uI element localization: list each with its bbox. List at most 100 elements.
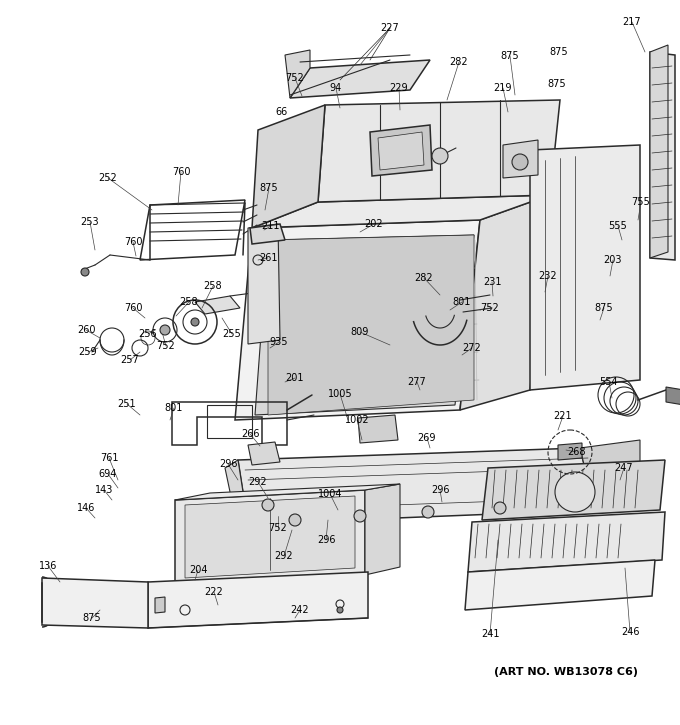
Text: 66: 66 bbox=[275, 107, 287, 117]
Text: 201: 201 bbox=[286, 373, 304, 383]
Polygon shape bbox=[666, 387, 680, 405]
Polygon shape bbox=[195, 296, 240, 314]
Circle shape bbox=[432, 148, 448, 164]
Text: 809: 809 bbox=[351, 327, 369, 337]
Text: 256: 256 bbox=[139, 329, 157, 339]
Text: 232: 232 bbox=[539, 271, 558, 281]
Circle shape bbox=[512, 154, 528, 170]
Polygon shape bbox=[248, 442, 280, 465]
Text: 292: 292 bbox=[249, 477, 267, 487]
Circle shape bbox=[191, 318, 199, 326]
Text: 247: 247 bbox=[615, 463, 633, 473]
Polygon shape bbox=[468, 512, 665, 572]
Text: 143: 143 bbox=[95, 485, 113, 495]
Polygon shape bbox=[650, 45, 668, 258]
Polygon shape bbox=[252, 105, 325, 228]
Text: 246: 246 bbox=[621, 627, 639, 637]
Text: 801: 801 bbox=[453, 297, 471, 307]
Text: 94: 94 bbox=[330, 83, 342, 93]
Circle shape bbox=[422, 506, 434, 518]
Text: 875: 875 bbox=[547, 79, 566, 89]
Text: 752: 752 bbox=[269, 523, 288, 533]
Text: 1004: 1004 bbox=[318, 489, 342, 499]
Text: 268: 268 bbox=[566, 447, 585, 457]
Polygon shape bbox=[358, 415, 398, 443]
Polygon shape bbox=[225, 460, 248, 530]
Polygon shape bbox=[42, 578, 148, 628]
Text: 217: 217 bbox=[623, 17, 641, 27]
Polygon shape bbox=[268, 235, 474, 415]
Polygon shape bbox=[285, 50, 310, 98]
Text: 221: 221 bbox=[554, 411, 573, 421]
Text: 229: 229 bbox=[390, 83, 408, 93]
Polygon shape bbox=[370, 125, 432, 176]
Text: 554: 554 bbox=[600, 377, 618, 387]
Text: 136: 136 bbox=[39, 561, 57, 571]
Polygon shape bbox=[175, 484, 400, 500]
Text: 255: 255 bbox=[222, 329, 241, 339]
Polygon shape bbox=[290, 60, 430, 98]
Polygon shape bbox=[248, 224, 280, 344]
Text: 277: 277 bbox=[407, 377, 426, 387]
Circle shape bbox=[262, 499, 274, 511]
Text: 752: 752 bbox=[156, 341, 175, 351]
Polygon shape bbox=[235, 220, 480, 420]
Polygon shape bbox=[252, 195, 550, 228]
Text: 219: 219 bbox=[494, 83, 512, 93]
Text: 1005: 1005 bbox=[328, 389, 352, 399]
Polygon shape bbox=[530, 145, 640, 390]
Polygon shape bbox=[250, 224, 285, 244]
Text: 272: 272 bbox=[462, 343, 481, 353]
Text: 935: 935 bbox=[270, 337, 288, 347]
Polygon shape bbox=[238, 448, 595, 524]
Circle shape bbox=[555, 472, 595, 512]
Text: 252: 252 bbox=[99, 173, 118, 183]
Circle shape bbox=[289, 514, 301, 526]
Text: 761: 761 bbox=[100, 453, 118, 463]
Text: 760: 760 bbox=[124, 303, 142, 313]
Text: 204: 204 bbox=[189, 565, 207, 575]
Text: 875: 875 bbox=[595, 303, 613, 313]
Text: 266: 266 bbox=[241, 429, 259, 439]
Text: 227: 227 bbox=[381, 23, 399, 33]
Polygon shape bbox=[185, 496, 355, 578]
Text: 694: 694 bbox=[99, 469, 117, 479]
Text: 752: 752 bbox=[286, 73, 305, 83]
Text: 875: 875 bbox=[83, 613, 101, 623]
Polygon shape bbox=[365, 484, 400, 575]
Circle shape bbox=[81, 268, 89, 276]
Text: (ART NO. WB13078 C6): (ART NO. WB13078 C6) bbox=[494, 667, 638, 677]
Text: 251: 251 bbox=[118, 399, 136, 409]
Polygon shape bbox=[558, 443, 582, 460]
Polygon shape bbox=[155, 597, 165, 613]
Polygon shape bbox=[465, 560, 655, 610]
Polygon shape bbox=[460, 195, 550, 410]
Text: 282: 282 bbox=[449, 57, 469, 67]
Text: 261: 261 bbox=[259, 253, 277, 263]
Text: 146: 146 bbox=[77, 503, 95, 513]
Polygon shape bbox=[175, 490, 365, 588]
Text: 875: 875 bbox=[549, 47, 568, 57]
Text: 555: 555 bbox=[609, 221, 628, 231]
Text: 269: 269 bbox=[418, 433, 437, 443]
Text: 202: 202 bbox=[364, 219, 384, 229]
Text: 875: 875 bbox=[500, 51, 520, 61]
Text: 241: 241 bbox=[481, 629, 499, 639]
Text: 282: 282 bbox=[415, 273, 433, 283]
Text: 752: 752 bbox=[481, 303, 499, 313]
Polygon shape bbox=[482, 460, 665, 520]
Circle shape bbox=[354, 510, 366, 522]
Polygon shape bbox=[580, 440, 640, 510]
Text: 258: 258 bbox=[204, 281, 222, 291]
Polygon shape bbox=[255, 235, 474, 415]
Text: 296: 296 bbox=[219, 459, 237, 469]
Polygon shape bbox=[503, 140, 538, 178]
Text: 231: 231 bbox=[483, 277, 501, 287]
Text: 258: 258 bbox=[180, 297, 199, 307]
Text: 203: 203 bbox=[604, 255, 622, 265]
Text: 242: 242 bbox=[290, 605, 309, 615]
Text: 253: 253 bbox=[81, 217, 99, 227]
Text: 296: 296 bbox=[317, 535, 335, 545]
Text: 260: 260 bbox=[77, 325, 95, 335]
Text: 222: 222 bbox=[205, 587, 223, 597]
